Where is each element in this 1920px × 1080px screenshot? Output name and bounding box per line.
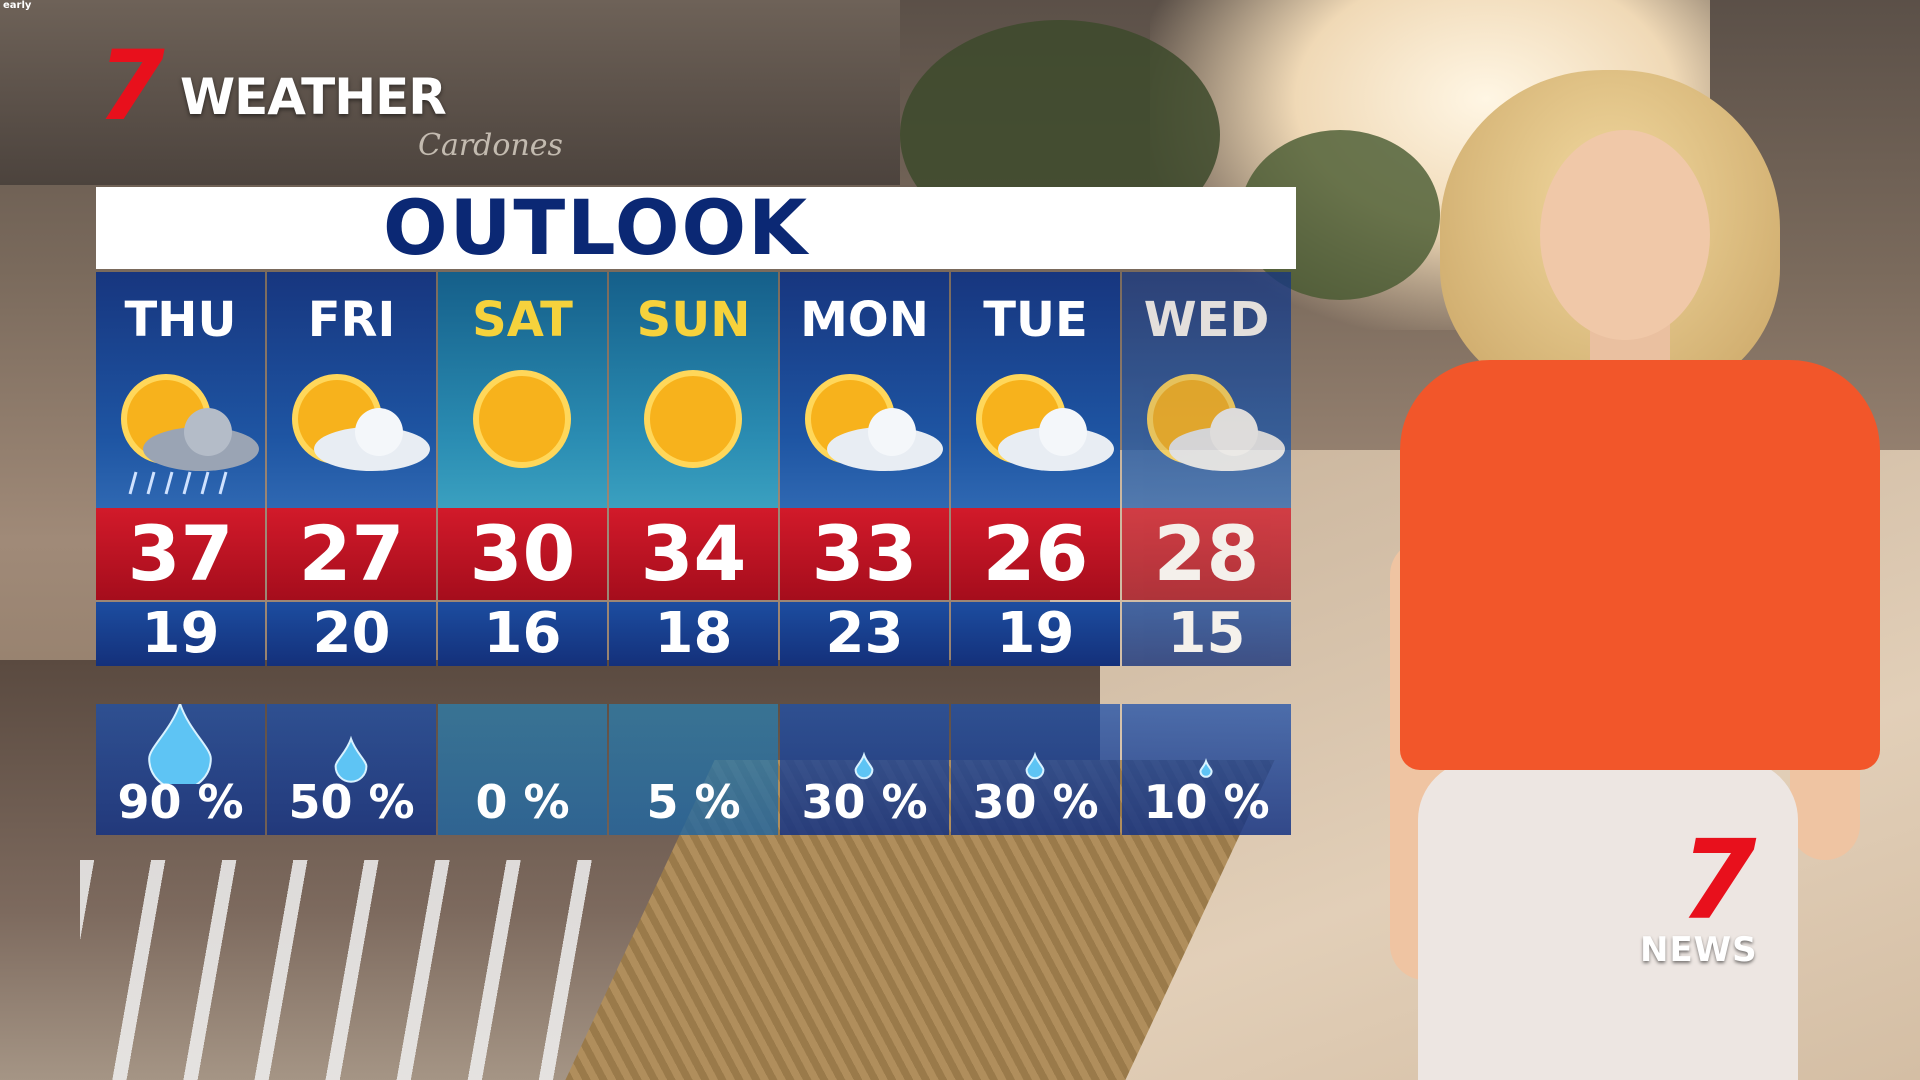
sun (644, 370, 742, 468)
rain-drop-shape (334, 735, 368, 783)
weather-icon (121, 374, 259, 495)
rain-drop-shape (1025, 751, 1045, 780)
weather-icon (644, 370, 742, 468)
rain-cell: 30 % (780, 704, 949, 835)
rain-streak (218, 471, 228, 495)
rain-cell: 50 % (267, 704, 436, 835)
low-temp: 18 (609, 602, 778, 666)
overlay-text: early (3, 0, 32, 11)
low-temp: 20 (267, 602, 436, 666)
day-label: THU (124, 292, 237, 348)
logo-seven: 7 (98, 30, 165, 142)
rain-streak (200, 471, 210, 495)
low-temp: 15 (1122, 602, 1291, 666)
background-building (0, 0, 900, 185)
rain-chance: 50 % (288, 775, 415, 829)
rain-streak (146, 471, 156, 495)
low-temp: 19 (96, 602, 265, 666)
high-temp: 37 (96, 508, 265, 600)
day-label: MON (800, 292, 929, 348)
news-logo-label: NEWS (1640, 930, 1758, 970)
weather-icon (1147, 374, 1285, 471)
rain-cell: 10 % (1122, 704, 1291, 835)
rain-chance: 30 % (801, 775, 928, 829)
rain-drop (148, 704, 212, 784)
rain-chance: 5 % (646, 775, 741, 829)
day-label: SAT (472, 292, 573, 348)
logo-label: WEATHER (180, 68, 447, 126)
rain-streak (128, 471, 138, 495)
day-cell: SUN (609, 272, 778, 508)
presenter-face (1540, 130, 1710, 340)
title-bar (96, 187, 1296, 269)
high-temp: 30 (438, 508, 607, 600)
rain-cell: 5 % (609, 704, 778, 835)
cloud (1039, 408, 1087, 456)
high-temp: 27 (267, 508, 436, 600)
high-temp: 28 (1122, 508, 1291, 600)
presenter-shirt (1400, 360, 1880, 770)
weather-icon (473, 370, 571, 468)
weather-icon (805, 374, 943, 471)
day-label: FRI (307, 292, 396, 348)
rain-chance: 90 % (117, 775, 244, 829)
rain-cell: 0 % (438, 704, 607, 835)
news-logo-seven: 7 (1680, 816, 1757, 944)
cloud (355, 408, 403, 456)
rain-cell: 90 % (96, 704, 265, 835)
high-temp: 33 (780, 508, 949, 600)
background-chairs (80, 860, 600, 1080)
day-cell: WED (1122, 272, 1291, 508)
presenter-skirt (1418, 760, 1798, 1080)
day-cell: THU (96, 272, 265, 508)
sun (473, 370, 571, 468)
rain-chance: 0 % (475, 775, 570, 829)
rain-drop-shape (854, 751, 874, 780)
rain-chance: 10 % (1143, 775, 1270, 829)
rain-drop-shape (148, 704, 212, 784)
day-label: TUE (983, 292, 1088, 348)
day-cell: TUE (951, 272, 1120, 508)
cloud (184, 408, 232, 456)
background-sign: Cardones (418, 128, 563, 163)
day-label: SUN (636, 292, 751, 348)
rain-chance: 30 % (972, 775, 1099, 829)
low-temp: 16 (438, 602, 607, 666)
day-label: WED (1143, 292, 1270, 348)
weather-icon (292, 374, 430, 471)
rain-drop (334, 735, 368, 783)
rain-cell: 30 % (951, 704, 1120, 835)
low-temp: 23 (780, 602, 949, 666)
rain-drop (1025, 751, 1045, 780)
rain-drop (1199, 758, 1213, 778)
rain-streak (182, 471, 192, 495)
outlook-title: OUTLOOK (383, 183, 809, 272)
day-cell: MON (780, 272, 949, 508)
rain-streak (164, 471, 174, 495)
rain-drop (854, 751, 874, 780)
low-temp: 19 (951, 602, 1120, 666)
day-cell: SAT (438, 272, 607, 508)
rain-drop-shape (1199, 758, 1213, 778)
high-temp: 26 (951, 508, 1120, 600)
day-cell: FRI (267, 272, 436, 508)
cloud (1210, 408, 1258, 456)
high-temp: 34 (609, 508, 778, 600)
cloud (868, 408, 916, 456)
weather-icon (976, 374, 1114, 471)
